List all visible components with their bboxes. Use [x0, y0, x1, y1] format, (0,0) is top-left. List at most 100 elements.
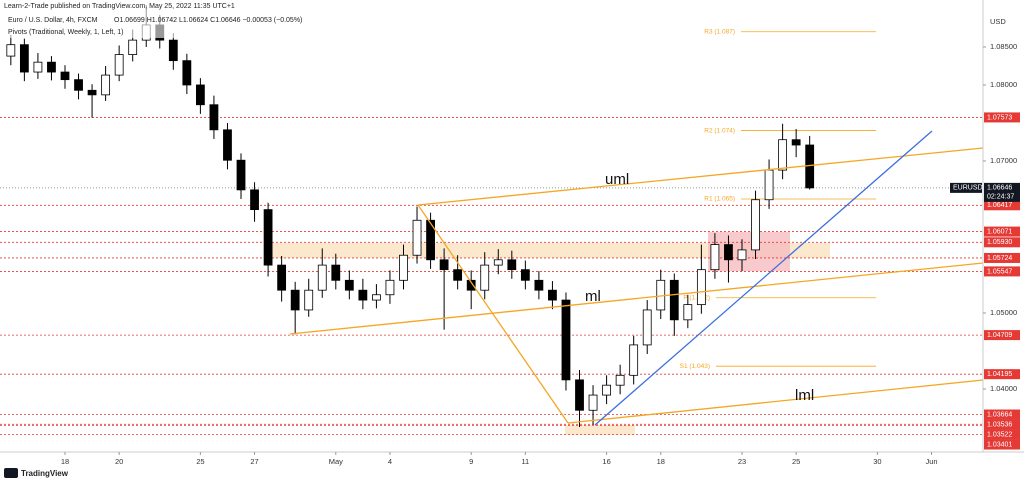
candle-body — [426, 219, 435, 261]
candle-body — [548, 289, 557, 301]
brand: TradingView — [21, 469, 69, 478]
candles — [6, 5, 815, 427]
level-tag-label: 1.04709 — [987, 332, 1012, 339]
candle-body — [412, 219, 422, 256]
level-tag — [984, 226, 1020, 237]
candle-body — [290, 289, 300, 311]
symbol: Euro / U.S. Dollar, 4h, FXCM — [8, 17, 98, 24]
candle-body — [263, 209, 273, 266]
candle-body — [669, 279, 679, 321]
candle-body — [534, 279, 544, 291]
candle-body — [277, 264, 287, 291]
candle-body — [615, 374, 625, 386]
last-price-tag — [984, 182, 1020, 202]
level-tag — [984, 112, 1020, 123]
x-tick-label: 27 — [250, 457, 258, 466]
level-tag-label: 1.03522 — [987, 431, 1012, 438]
indicator: Pivots (Traditional, Weekly, 1, Left, 1) — [8, 29, 123, 36]
axes: 18 20 25 27 May 4 9 11 16 18 23 25 30 Jun 1.08500 1.080… — [61, 42, 1020, 466]
candle-body — [6, 44, 16, 57]
candle-body — [683, 304, 693, 321]
median-line — [289, 262, 984, 335]
y-tick-label: 1.07000 — [990, 156, 1017, 165]
candle-body — [588, 394, 598, 411]
candle-body — [385, 279, 395, 296]
publisher: Learn-2-Trade published on TradingView.c… — [4, 3, 235, 10]
candle-body — [236, 159, 246, 191]
x-tick-label: 9 — [469, 457, 473, 466]
candle-body — [74, 79, 83, 91]
level-tag — [984, 409, 1020, 420]
pivot-label: R1 (1.065) — [704, 196, 735, 203]
trendlines — [289, 130, 984, 426]
level-tag — [984, 266, 1020, 277]
candle-body — [182, 60, 192, 86]
currency: USD — [990, 17, 1006, 26]
candle-body — [195, 84, 205, 106]
x-tick-label: 11 — [521, 457, 529, 466]
x-tick-label: 30 — [873, 457, 881, 466]
candle-body — [575, 379, 584, 411]
lower-median-line — [567, 379, 984, 424]
candle-body — [642, 309, 652, 346]
level-tag-label: 1.03664 — [987, 411, 1012, 418]
ohlc: O1.06699 H1.06742 L1.06624 C1.06646 −0.0… — [114, 17, 302, 24]
level-tag-label: 1.05930 — [987, 239, 1012, 246]
candle-body — [33, 61, 43, 73]
candle-body — [751, 199, 760, 251]
level-tag — [984, 369, 1020, 380]
candle-body — [47, 61, 56, 73]
pivots: R3 (1.087) R2 (1.074) R1 (1.065) P (1.052) S… — [680, 28, 876, 370]
level-tag — [984, 330, 1020, 341]
pivot-label: R3 (1.087) — [704, 28, 735, 35]
level-tag-label: 1.03536 — [987, 421, 1012, 428]
x-tick-label: 18 — [61, 457, 69, 466]
candle-body — [493, 259, 503, 266]
level-tag — [984, 200, 1020, 211]
level-tag-label: 1.03401 — [987, 441, 1012, 448]
bottom-zone — [565, 425, 635, 435]
candle-body — [317, 264, 327, 291]
candle-body — [480, 264, 490, 291]
candle-body — [87, 89, 97, 96]
level-tag-label: 1.05724 — [987, 255, 1012, 262]
header-backdrop — [0, 0, 300, 38]
level-tag — [984, 439, 1020, 450]
brand-logo — [4, 468, 18, 478]
candle-body — [791, 139, 801, 146]
candle-body — [209, 104, 219, 131]
candle-body — [101, 74, 111, 96]
countdown: 02:24:37 — [987, 194, 1014, 201]
y-tick-label: 1.04000 — [990, 384, 1017, 393]
candle-body — [629, 344, 639, 376]
x-tick-label: May — [329, 457, 343, 466]
level-tag-label: 1.06417 — [987, 202, 1012, 209]
levels — [0, 117, 983, 435]
candle-body — [372, 294, 381, 301]
y-tick-label: 1.08500 — [990, 42, 1017, 51]
candle-body — [60, 71, 70, 81]
candle-body — [399, 254, 408, 281]
pivot-label: R2 (1.074) — [704, 127, 735, 134]
x-tick-label: 23 — [738, 457, 746, 466]
level-tag-label: 1.06071 — [987, 228, 1012, 235]
candle-body — [331, 264, 341, 281]
candle-body — [439, 259, 449, 271]
candle-body — [778, 139, 788, 171]
level-tag — [984, 252, 1020, 263]
candle-body — [520, 269, 530, 281]
symbol-tag — [950, 182, 982, 193]
supply-zone — [272, 243, 830, 258]
candle-body — [507, 259, 517, 271]
candle-body — [19, 44, 29, 73]
candle-body — [453, 269, 463, 281]
candle-body — [250, 189, 259, 211]
x-tick-label: 25 — [196, 457, 204, 466]
level-tag-label: 1.05547 — [987, 268, 1012, 275]
candle-body — [466, 279, 476, 291]
y-tick-label: 1.05000 — [990, 308, 1017, 317]
x-tick-label: 18 — [657, 457, 665, 466]
candle-body — [696, 269, 706, 306]
ml-label: ml — [585, 288, 601, 305]
